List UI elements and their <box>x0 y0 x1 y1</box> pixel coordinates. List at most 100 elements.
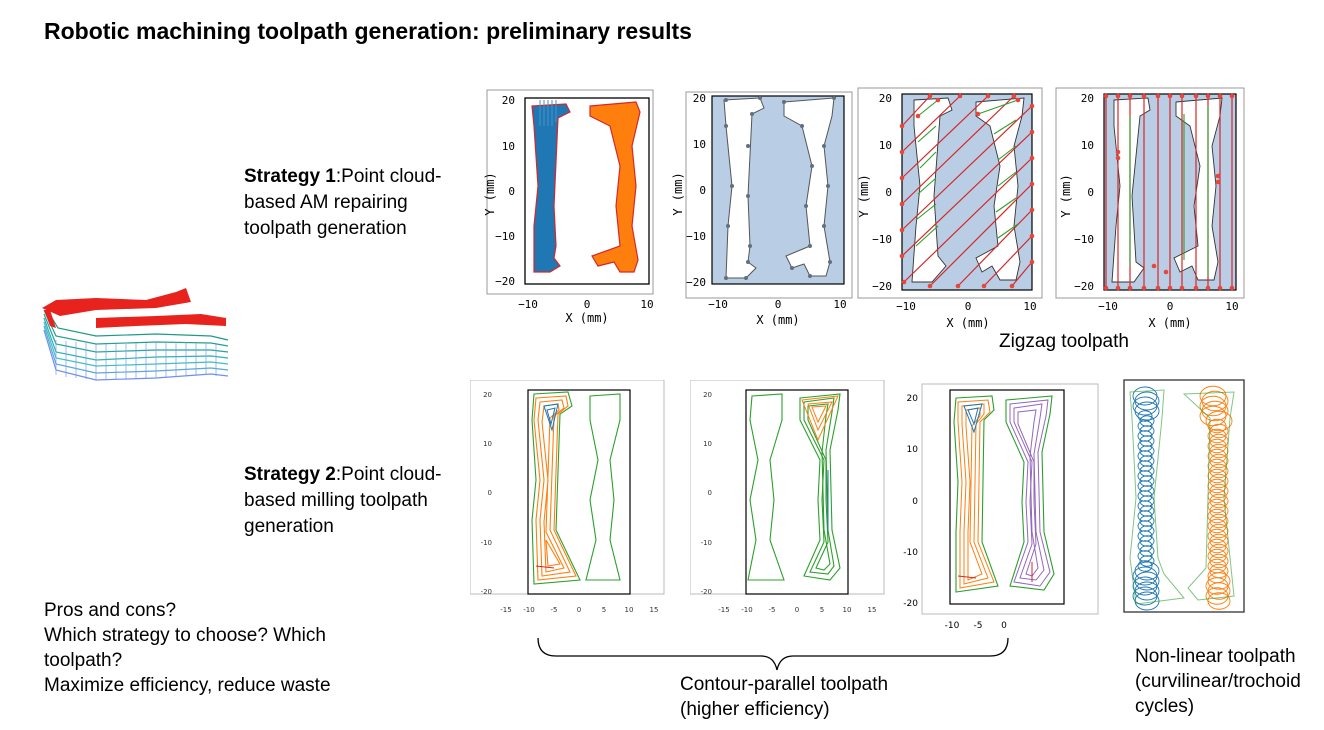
trochoid-loop <box>1207 592 1231 610</box>
xtick-label: 10 <box>1023 300 1036 313</box>
xtick-label: -5 <box>974 621 983 631</box>
trochoid-loop <box>1209 493 1229 509</box>
xtick-label: 10 <box>625 606 634 614</box>
plot-zigzag-vertical: 20 10 0 −10 −20 −10 0 10 X (mm) Y (mm) <box>1055 87 1245 330</box>
xtick-label: 0 <box>584 298 591 311</box>
strategy-1-description: Strategy 1:Point cloud- based AM repairi… <box>244 164 464 242</box>
xtick-label: −10 <box>518 298 538 311</box>
xtick-label: -10 <box>523 606 534 614</box>
ytick-label: 20 <box>1081 92 1094 105</box>
ytick-label: -10 <box>481 539 492 547</box>
trochoid-loop <box>1207 428 1227 444</box>
trochoid-loop <box>1137 550 1153 562</box>
y-axis-label: Y (mm) <box>671 172 685 215</box>
plot-trochoidal <box>1123 379 1245 613</box>
trochoid-loop <box>1209 543 1229 559</box>
xtick-label: 0 <box>1001 621 1007 631</box>
trochoid-loop <box>1207 528 1227 544</box>
ytick-label: 10 <box>502 140 515 153</box>
trochoid-loop <box>1207 418 1227 434</box>
trochoid-loop <box>1207 518 1227 534</box>
trochoid-loop <box>1137 560 1153 572</box>
ytick-label: −20 <box>872 280 892 293</box>
trochoid-loop <box>1137 470 1153 482</box>
x-axis-label: X (mm) <box>756 313 799 327</box>
discussion-questions: Pros and cons? Which strategy to choose?… <box>44 598 331 698</box>
xtick-label: 0 <box>1167 300 1174 313</box>
xtick-label: 0 <box>577 606 581 614</box>
trochoid-loop <box>1137 500 1153 512</box>
plot-contour-left: 20 10 0 -10 -20 -15 -10 -5 0 5 10 15 <box>470 380 665 614</box>
ytick-label: −10 <box>686 230 706 243</box>
ytick-label: 20 <box>907 394 919 404</box>
trochoid-loop <box>1207 548 1227 564</box>
trochoid-loop <box>1207 538 1227 554</box>
plot-region-fill: 20 10 0 −10 −20 −10 0 10 X (mm) Y (mm) <box>671 91 853 327</box>
trochoid-loop <box>1139 445 1155 457</box>
trochoid-loop <box>1137 430 1153 442</box>
ytick-label: -10 <box>903 548 918 558</box>
x-axis-label: X (mm) <box>1148 316 1191 330</box>
ytick-label: -20 <box>701 588 712 596</box>
page-title: Robotic machining toolpath generation: p… <box>44 18 692 44</box>
contour-caption-line-1: Contour-parallel toolpath <box>680 674 889 695</box>
trochoid-loop <box>1139 415 1155 427</box>
xtick-label: -10 <box>741 606 752 614</box>
y-axis-label: Y (mm) <box>1059 174 1073 217</box>
ytick-label: 10 <box>483 440 492 448</box>
ytick-label: -20 <box>481 588 492 596</box>
ytick-label: 0 <box>1087 186 1094 199</box>
trochoid-loop <box>1209 523 1229 539</box>
xtick-label: 15 <box>868 606 877 614</box>
strategy-1-text-c: toolpath generation <box>244 218 407 239</box>
ytick-label: 10 <box>1081 139 1094 152</box>
xtick-label: 10 <box>833 298 846 311</box>
ytick-label: −10 <box>872 233 892 246</box>
ytick-label: 10 <box>879 139 892 152</box>
trochoid-loop <box>1139 525 1155 537</box>
xtick-label: 5 <box>820 606 824 614</box>
ytick-label: -20 <box>903 599 918 609</box>
ytick-label: −10 <box>495 230 515 243</box>
ytick-label: 0 <box>699 184 706 197</box>
trochoid-loop <box>1137 530 1153 542</box>
trochoid-loop <box>1139 455 1155 467</box>
trochoid-loop <box>1139 505 1155 517</box>
contour-parallel-caption: Contour-parallel toolpath (higher effici… <box>680 672 888 722</box>
xtick-label: 10 <box>640 298 653 311</box>
trochoid-loop <box>1134 401 1160 421</box>
trochoid-loop <box>1209 553 1229 569</box>
ytick-label: -10 <box>701 539 712 547</box>
x-axis-label: X (mm) <box>946 316 989 330</box>
ytick-label: 0 <box>912 497 918 507</box>
ytick-label: −20 <box>686 276 706 289</box>
plot-contour-right: 20 10 0 -10 -20 -15 -10 -5 0 5 10 15 <box>690 380 885 614</box>
trochoid-loop <box>1137 490 1153 502</box>
trochoid-loop <box>1139 555 1155 567</box>
plot-point-cloud-regions: 20 10 0 −10 −20 −10 0 10 X (mm) Y (mm) <box>483 89 654 325</box>
brace-icon <box>537 637 1009 671</box>
trochoid-loop <box>1139 535 1155 547</box>
trochoid-loop <box>1209 473 1229 489</box>
trochoid-loop <box>1137 420 1153 432</box>
ytick-label: −20 <box>495 275 515 288</box>
contour-caption-line-2: (higher efficiency) <box>680 699 830 720</box>
xtick-label: 5 <box>602 606 606 614</box>
ytick-label: −20 <box>1074 280 1094 293</box>
trochoid-loop <box>1139 485 1155 497</box>
xtick-label: 0 <box>775 298 782 311</box>
xtick-label: −10 <box>1098 300 1118 313</box>
trochoid-loop <box>1139 515 1155 527</box>
strategy-2-description: Strategy 2:Point cloud- based milling to… <box>244 462 474 540</box>
xtick-label: -15 <box>718 606 729 614</box>
trochoid-loop <box>1139 465 1155 477</box>
ytick-label: 10 <box>693 138 706 151</box>
strategy-1-label: Strategy 1 <box>244 166 336 187</box>
plot-contour-both: 20 10 0 -10 -20 -10 -5 0 <box>903 383 1099 631</box>
ytick-label: 0 <box>488 489 492 497</box>
trochoid-loop <box>1205 410 1233 432</box>
ytick-label: 20 <box>703 391 712 399</box>
trochoid-loop <box>1209 503 1229 519</box>
ytick-label: 20 <box>483 391 492 399</box>
trochoid-loop <box>1139 425 1155 437</box>
